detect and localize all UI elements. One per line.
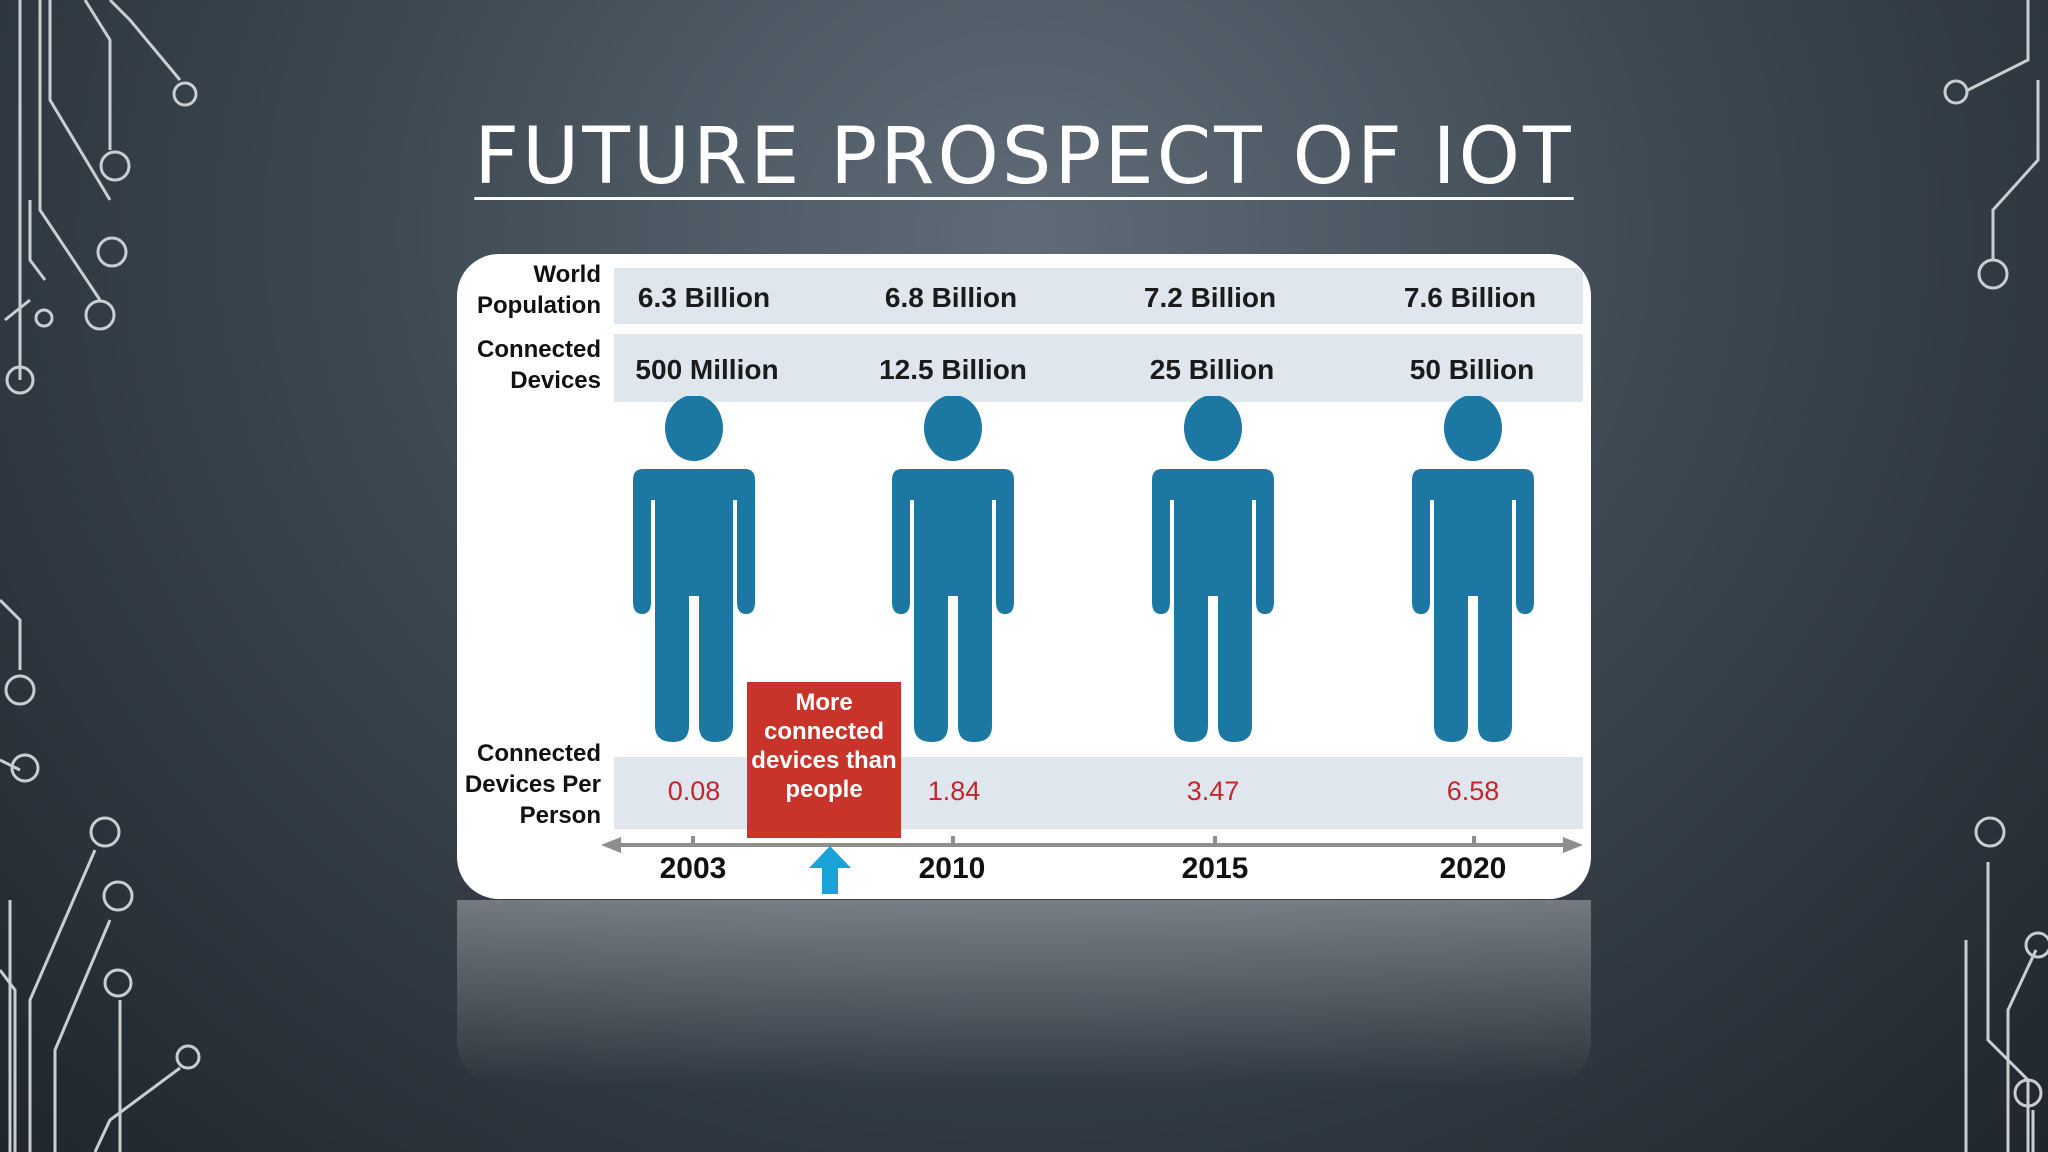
circuit-decoration-left bbox=[0, 0, 201, 1152]
row-label-connected-devices: Connected Devices bbox=[476, 336, 601, 394]
card-reflection: 2003 2010 2015 2020 bbox=[457, 900, 1591, 1085]
devices-2003: 500 Million bbox=[635, 354, 779, 385]
year-2003: 2003 bbox=[659, 852, 727, 885]
population-band bbox=[614, 268, 1583, 324]
up-arrow-icon bbox=[809, 846, 851, 894]
slide-title: FUTURE PROSPECT OF IOT bbox=[474, 112, 1574, 202]
row-label-world-population: World Population bbox=[477, 261, 601, 319]
per-person-2020: 6.58 bbox=[1446, 776, 1500, 806]
population-2020: 7.6 Billion bbox=[1403, 282, 1537, 313]
person-icon bbox=[1152, 396, 1274, 742]
devices-2010: 12.5 Billion bbox=[879, 354, 1027, 385]
year-2020: 2020 bbox=[1439, 852, 1507, 885]
devices-band bbox=[614, 334, 1583, 402]
person-icon bbox=[1412, 396, 1534, 742]
person-icon bbox=[633, 396, 755, 742]
callout-more-devices-than-people: More connected devices than people bbox=[747, 682, 901, 838]
per-person-2010: 1.84 bbox=[927, 776, 981, 806]
per-person-2003: 0.08 bbox=[667, 776, 721, 806]
year-2010: 2010 bbox=[918, 852, 986, 885]
per-person-2015: 3.47 bbox=[1186, 776, 1240, 806]
population-2010: 6.8 Billion bbox=[884, 282, 1018, 313]
population-2003: 6.3 Billion bbox=[637, 282, 771, 313]
circuit-decoration-right bbox=[1943, 0, 2048, 1152]
timeline-axis bbox=[601, 836, 1583, 853]
row-label-devices-per-person: Connected Devices Per Person bbox=[464, 740, 601, 829]
person-icon bbox=[892, 396, 1014, 742]
year-2015: 2015 bbox=[1181, 852, 1249, 885]
iot-infographic: World Population Connected Devices Conne… bbox=[457, 254, 1591, 899]
population-2015: 7.2 Billion bbox=[1143, 282, 1277, 313]
devices-2015: 25 Billion bbox=[1149, 354, 1275, 385]
devices-2020: 50 Billion bbox=[1409, 354, 1535, 385]
